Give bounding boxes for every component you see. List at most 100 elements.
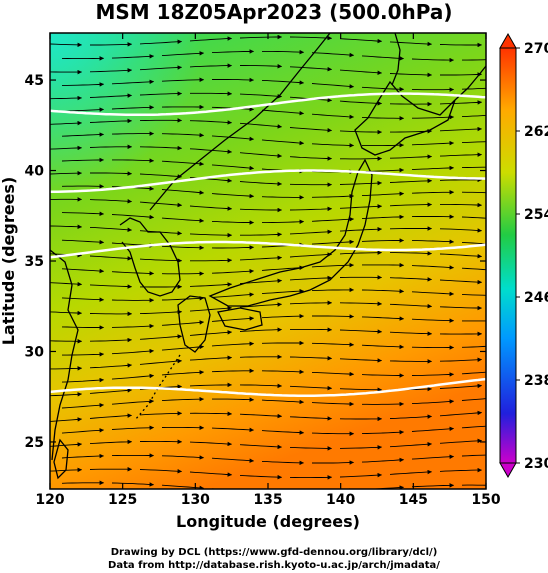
streamline <box>412 239 455 244</box>
streamline <box>311 431 355 436</box>
streamline <box>139 334 183 340</box>
isotherm-line <box>50 240 486 259</box>
streamline <box>439 438 483 444</box>
streamline <box>361 238 405 243</box>
streamline <box>89 413 133 419</box>
streamline <box>311 262 355 268</box>
x-axis-ticks: 120 125 130 135 140 145 150 <box>35 33 501 508</box>
streamline <box>89 199 133 204</box>
streamline <box>50 95 83 101</box>
streamline <box>239 207 283 213</box>
streamline <box>389 277 433 282</box>
streamline <box>189 330 233 336</box>
streamline <box>289 416 333 421</box>
coastline-honshu <box>208 158 373 307</box>
streamline <box>190 91 233 96</box>
streamline <box>461 115 486 118</box>
streamline <box>311 401 355 407</box>
streamline <box>211 49 255 54</box>
streamline <box>211 220 255 225</box>
streamline <box>411 372 455 377</box>
temperature-field <box>50 33 486 489</box>
streamline <box>161 484 205 489</box>
streamline <box>262 219 305 225</box>
streamline <box>61 297 105 302</box>
streamline <box>439 253 483 259</box>
streamline <box>389 359 433 364</box>
streamline <box>239 34 283 40</box>
streamline <box>111 399 155 405</box>
streamline <box>240 63 283 69</box>
streamline <box>189 441 233 447</box>
streamline <box>189 471 233 477</box>
streamline <box>211 135 255 142</box>
streamline <box>239 181 283 187</box>
streamline <box>439 279 483 285</box>
chart-title: MSM 18Z05Apr2023 (500.0hPa) <box>95 0 453 24</box>
x-tick-label: 145 <box>399 492 428 508</box>
streamline <box>289 385 333 391</box>
streamline <box>461 216 486 219</box>
streamline <box>50 145 83 151</box>
isotherm-contours <box>50 92 486 397</box>
streamline <box>61 453 105 459</box>
streamline <box>239 152 283 159</box>
streamline <box>462 59 486 61</box>
streamline <box>89 363 133 369</box>
coastline-russia <box>149 33 331 211</box>
streamline <box>289 66 333 72</box>
streamline <box>461 141 486 144</box>
streamline <box>211 292 255 298</box>
streamline <box>189 232 233 238</box>
streamline <box>339 100 383 106</box>
streamline <box>139 65 183 71</box>
streamline <box>311 216 355 222</box>
streamline <box>161 320 205 326</box>
streamline <box>461 267 486 271</box>
streamline <box>261 139 305 146</box>
streamline <box>139 145 183 151</box>
streamline <box>262 49 305 55</box>
streamline <box>161 396 205 402</box>
colorbar-body <box>499 47 517 464</box>
streamline <box>389 202 433 207</box>
streamline <box>289 35 333 41</box>
streamline <box>111 425 155 431</box>
streamline <box>161 160 205 167</box>
streamline <box>461 425 486 429</box>
x-tick-label: 125 <box>108 492 137 508</box>
streamline <box>311 52 355 58</box>
streamline <box>61 268 105 274</box>
streamline <box>161 344 205 351</box>
y-tick-label: 30 <box>25 344 45 360</box>
x-tick-label: 150 <box>471 492 500 508</box>
coastline-kyushu <box>177 295 211 353</box>
isotherm-line <box>50 92 486 117</box>
streamline <box>311 143 355 148</box>
streamline <box>361 429 405 435</box>
streamline <box>289 156 333 161</box>
streamline <box>61 480 105 486</box>
streamline <box>439 410 483 417</box>
streamline <box>289 252 333 258</box>
streamline <box>439 467 483 473</box>
colorbar-ticks: 230 238 246 254 262 270 <box>516 41 548 472</box>
streamline <box>211 193 255 199</box>
streamline <box>90 171 133 176</box>
streamline <box>361 316 405 321</box>
streamline <box>139 258 183 263</box>
streamline <box>161 296 205 301</box>
streamline <box>289 206 333 212</box>
streamline <box>239 413 283 419</box>
streamline <box>239 302 283 308</box>
coastline-korea <box>119 217 181 297</box>
streamline <box>440 72 483 77</box>
streamline <box>211 268 255 274</box>
streamline <box>261 430 305 435</box>
streamline <box>289 300 333 306</box>
streamline <box>89 284 133 289</box>
streamline <box>50 42 83 48</box>
streamline <box>389 154 433 159</box>
streamline <box>211 427 255 433</box>
